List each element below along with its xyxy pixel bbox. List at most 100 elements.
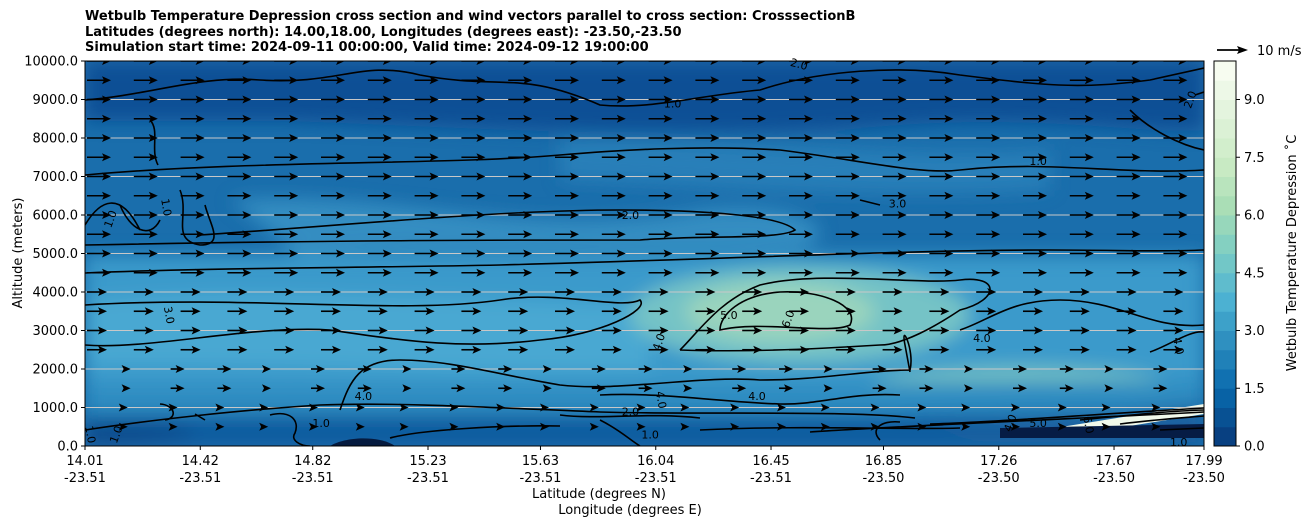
wind-vector (180, 211, 205, 219)
wind-vector (680, 403, 690, 412)
wind-vector (180, 76, 205, 85)
contour-line (809, 411, 1204, 433)
wind-vector (1023, 249, 1047, 258)
x-tick-label-lon: -23.50 (1183, 471, 1225, 486)
wind-vector (508, 114, 533, 123)
wind-vector (367, 307, 388, 316)
contour-label: 1.0 (664, 97, 682, 110)
contour-line (1194, 91, 1204, 96)
wind-vector (929, 345, 950, 354)
wind-vector (227, 191, 252, 200)
wind-vector (227, 230, 252, 239)
wind-vector (929, 288, 950, 296)
wind-vector (695, 230, 720, 239)
x-tick-label-lon: -23.51 (635, 471, 677, 486)
wind-vector (555, 61, 579, 65)
wind-vector (789, 153, 813, 162)
wind-vector (133, 211, 158, 219)
wind-vector (648, 114, 673, 123)
wind-vector (638, 365, 653, 373)
wind-vector (882, 76, 907, 85)
wind-vector (1023, 153, 1047, 162)
y-tick-label: 2000.0 (33, 363, 79, 378)
wind-vector (648, 76, 673, 85)
wind-vector (367, 95, 392, 104)
wind-vector (180, 172, 205, 181)
y-tick-label: 7000.0 (33, 170, 79, 185)
wind-vector (227, 95, 252, 104)
wind-vector (648, 326, 669, 335)
contour-label: 1.0 (82, 425, 98, 444)
wind-vector (274, 211, 299, 219)
contour-label: 4.0 (653, 390, 669, 409)
contour-line (599, 393, 901, 405)
wind-vector (835, 230, 860, 239)
wind-vector (1116, 191, 1141, 200)
wind-vector (180, 345, 201, 354)
wind-vector (414, 307, 435, 316)
wind-vector (321, 326, 341, 335)
wind-vector (742, 307, 763, 316)
wind-vector (1163, 230, 1188, 239)
wind-vector (742, 134, 767, 142)
wind-vector (648, 61, 673, 65)
y-axis: 0.0 1000.0 2000.0 3000.0 4000.0 5000.0 6000.0 7… (24, 55, 85, 455)
title-line-1: Wetbulb Temperature Depression cross sec… (85, 9, 856, 24)
colorbar-frame (1213, 60, 1237, 447)
y-tick-label: 6000.0 (33, 209, 79, 224)
wind-vector (367, 153, 392, 162)
wind-vector (648, 268, 673, 277)
x-tick-label-lat: 17.26 (980, 454, 1017, 469)
wind-vector (789, 172, 813, 181)
wind-vector (321, 172, 345, 181)
wind-vector (872, 365, 887, 373)
wind-vector (321, 114, 345, 123)
wind-vector (227, 153, 252, 162)
wind-vector (1151, 422, 1161, 431)
wind-vector (508, 211, 533, 219)
wind-vector (789, 268, 813, 277)
wind-vector (789, 76, 813, 85)
wind-vector (1069, 134, 1094, 142)
colorbar-tick-label: 4.5 (1244, 266, 1265, 281)
wind-vector (414, 153, 439, 162)
wind-vector (133, 172, 158, 181)
wind-vector (976, 288, 997, 296)
wind-vector (1069, 172, 1094, 181)
wind-vector (1023, 307, 1043, 316)
contour-label: 1.0 (1170, 436, 1188, 449)
wind-vector (508, 191, 533, 200)
wind-vector (882, 191, 907, 200)
wind-vector (695, 345, 716, 354)
wind-vector (648, 95, 673, 104)
wind-vector (357, 384, 372, 393)
colorbar-segment (1214, 176, 1236, 197)
contour-line (179, 189, 215, 246)
wind-vector (274, 76, 299, 85)
wind-vector (1116, 114, 1141, 123)
wind-vector (321, 288, 341, 296)
wind-vector (118, 422, 128, 431)
wind-vector (274, 114, 299, 123)
wind-vector (414, 230, 439, 239)
contour-line (85, 209, 797, 246)
wind-vector (872, 384, 887, 393)
wind-vector (789, 326, 809, 335)
contour-label: 1.0 (641, 428, 659, 441)
wind-vector (133, 288, 154, 296)
wind-vector (414, 191, 439, 200)
wind-vector (87, 345, 107, 354)
colorbar-segment (1214, 234, 1236, 254)
wind-vector (461, 95, 486, 104)
wind-vector (976, 114, 1001, 123)
wind-vector (414, 76, 439, 85)
wind-vector (414, 326, 435, 335)
wind-vector (1153, 384, 1168, 393)
wind-vector (1116, 307, 1137, 316)
wind-vector (976, 307, 997, 316)
wind-vector (589, 422, 599, 431)
wind-vector (695, 95, 720, 104)
wind-vector (1023, 76, 1047, 85)
y-tick-label: 10000.0 (24, 55, 78, 70)
wind-vector (1023, 288, 1043, 296)
